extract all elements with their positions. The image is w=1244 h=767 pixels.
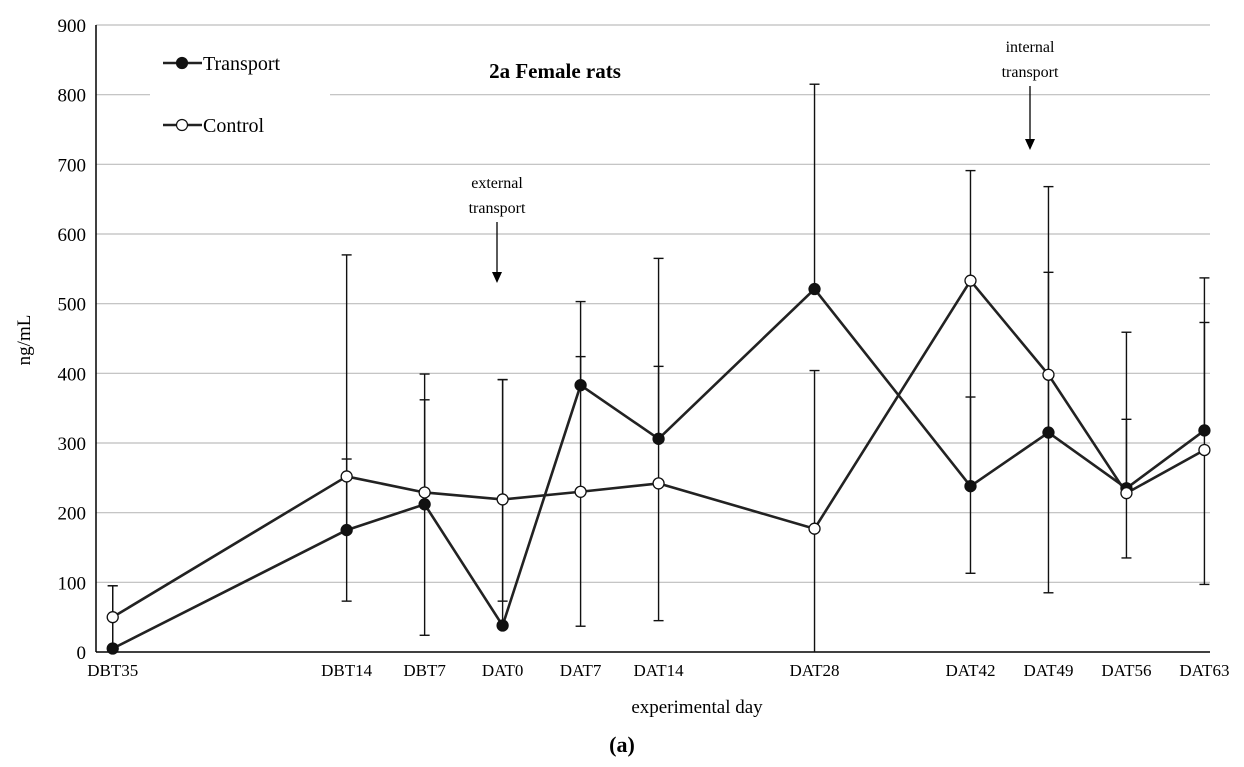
legend-label-control: Control — [203, 115, 265, 137]
point-control-dat14 — [652, 477, 665, 490]
annotation-internal-line1: internal — [1006, 39, 1055, 56]
annotation-external-line2: transport — [469, 200, 526, 217]
point-control-dbt14 — [340, 470, 353, 483]
annotation-external-transport: external transport — [469, 175, 526, 283]
legend: Transport Control — [150, 40, 330, 150]
x-tick-label-dat14: DAT14 — [634, 661, 685, 680]
title-backing — [330, 55, 790, 91]
x-axis-label: experimental day — [631, 697, 763, 718]
y-tick-label-900: 900 — [58, 16, 87, 37]
x-tick-label-dat42: DAT42 — [945, 661, 995, 680]
point-control-dat49 — [1042, 368, 1055, 381]
y-tick-label-800: 800 — [58, 86, 87, 107]
annotation-internal-arrow-head — [1025, 139, 1035, 150]
annotation-internal-line2: transport — [1002, 64, 1059, 81]
point-transport-dat28 — [808, 282, 821, 296]
point-transport-dat7 — [574, 379, 587, 392]
annotation-external-line1: external — [471, 175, 523, 192]
y-tick-label-200: 200 — [58, 504, 87, 525]
y-tick-label-600: 600 — [58, 225, 87, 246]
y-tick-label-500: 500 — [58, 295, 87, 316]
y-tick-label-400: 400 — [58, 364, 87, 385]
x-tick-label-dbt35: DBT35 — [87, 661, 138, 680]
point-transport-dbt7 — [418, 498, 431, 511]
x-tick-label-dat7: DAT7 — [560, 661, 602, 680]
legend-label-transport: Transport — [203, 53, 280, 75]
x-tick-label-dat49: DAT49 — [1023, 661, 1073, 680]
x-tick-label-dat28: DAT28 — [789, 661, 839, 680]
legend-item-transport: Transport — [163, 53, 280, 75]
legend-item-control: Control — [163, 115, 265, 137]
point-transport-dat63 — [1198, 424, 1211, 437]
point-transport-dbt14 — [340, 523, 353, 537]
grid-layer — [96, 24, 1210, 583]
point-control-dat63 — [1198, 443, 1211, 457]
point-control-dat42 — [964, 274, 977, 287]
annotation-internal-transport: internal transport — [1002, 39, 1059, 150]
point-control-dat28 — [808, 522, 821, 535]
point-control-dbt7 — [418, 486, 431, 499]
x-tick-label-dbt14: DBT14 — [321, 661, 373, 680]
figure-caption: (a) — [609, 732, 635, 757]
point-transport-dat49 — [1042, 426, 1055, 439]
point-control-dat7 — [574, 485, 587, 498]
axis-layer: 0 100 200 300 400 500 600 700 800 900 DBT35 DBT14 DB… — [58, 16, 1230, 680]
point-transport-dat42 — [964, 480, 977, 493]
annotation-external-arrow-head — [492, 272, 502, 283]
point-control-dat56 — [1120, 487, 1133, 500]
x-tick-label-dat56: DAT56 — [1101, 661, 1151, 680]
point-layer — [106, 274, 1211, 655]
x-tick-label-dat63: DAT63 — [1179, 661, 1229, 680]
legend-marker-control — [175, 118, 189, 132]
y-axis-label: ng/mL — [14, 315, 35, 366]
point-control-dat0 — [496, 493, 509, 506]
point-transport-dat14 — [652, 432, 665, 445]
chart-title: 2a Female rats — [489, 59, 621, 83]
y-tick-label-300: 300 — [58, 434, 87, 455]
legend-marker-transport — [175, 56, 189, 70]
point-transport-dbt35 — [106, 642, 119, 655]
point-transport-dat0 — [496, 619, 509, 632]
x-tick-label-dat0: DAT0 — [482, 661, 524, 680]
y-tick-label-100: 100 — [58, 573, 87, 594]
y-tick-label-0: 0 — [77, 643, 87, 664]
x-tick-label-dbt7: DBT7 — [403, 661, 446, 680]
y-tick-label-700: 700 — [58, 155, 87, 176]
point-control-dbt35 — [106, 611, 119, 624]
